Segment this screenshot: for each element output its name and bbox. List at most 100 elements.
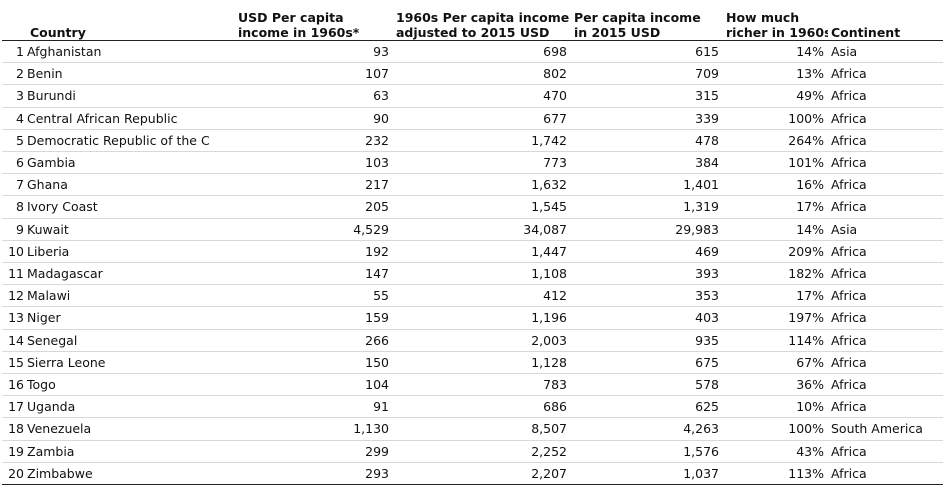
country-cell: 16 Togo [2, 374, 235, 396]
continent-cell: Africa [831, 354, 867, 370]
table-row: 16 Togo 104 783 578 36% Africa [2, 374, 943, 396]
usd-1960s-cell: 107 [365, 66, 389, 82]
country-cell: 15 Sierra Leone [2, 351, 235, 373]
how-much-richer-cell: 14% [796, 221, 824, 237]
continent-cell: Africa [831, 66, 867, 82]
country-name: Malawi [27, 288, 71, 304]
how-much-richer-cell: 100% [788, 421, 824, 437]
header-line: in 2015 USD [574, 25, 661, 40]
header-adjusted-2015: 1960s Per capita income adjusted to 2015 … [393, 2, 571, 41]
table-row: 11 Madagascar 147 1,108 393 182% Africa [2, 263, 943, 285]
usd-1960s-cell: 1,130 [353, 421, 389, 437]
income-2015-cell: 675 [695, 354, 719, 370]
income-2015-cell: 625 [695, 399, 719, 415]
how-much-richer-cell: 197% [788, 310, 824, 326]
country-cell: 9 Kuwait [2, 218, 235, 240]
country-cell: 4 Central African Republic [2, 107, 235, 129]
header-continent: Continent [828, 2, 943, 41]
row-number: 19 [8, 443, 24, 459]
row-number: 17 [8, 399, 24, 415]
country-name: Togo [27, 377, 56, 393]
header-country: Country [2, 2, 235, 41]
row-number: 13 [8, 310, 24, 326]
continent-cell: Africa [831, 288, 867, 304]
table-row: 3 Burundi 63 470 315 49% Africa [2, 85, 943, 108]
country-name: Sierra Leone [27, 354, 106, 370]
country-cell: 14 Senegal [2, 329, 235, 351]
income-2015-cell: 339 [695, 110, 719, 126]
usd-1960s-cell: 205 [365, 199, 389, 215]
usd-1960s-cell: 93 [373, 44, 389, 59]
table-row: 14 Senegal 266 2,003 935 114% Africa [2, 329, 943, 352]
usd-1960s-cell: 232 [365, 132, 389, 148]
country-name: Afghanistan [27, 44, 102, 59]
usd-1960s-cell: 266 [365, 332, 389, 348]
table-row: 1 Afghanistan 93 698 615 14% Asia [2, 41, 943, 63]
header-how-much-richer: How much richer in 1960s [723, 2, 828, 41]
how-much-richer-cell: 264% [788, 132, 824, 148]
adjusted-2015-cell: 677 [543, 110, 567, 126]
row-number: 5 [16, 132, 24, 148]
row-number: 9 [16, 221, 24, 237]
table-row: 7 Ghana 217 1,632 1,401 16% Africa [2, 174, 943, 196]
country-name: Benin [27, 66, 63, 82]
table-row: 9 Kuwait 4,529 34,087 29,983 14% Asia [2, 218, 943, 241]
how-much-richer-cell: 49% [796, 88, 824, 104]
adjusted-2015-cell: 1,632 [531, 177, 567, 193]
income-2015-cell: 1,319 [683, 199, 719, 215]
header-line: Per capita income [574, 10, 701, 25]
how-much-richer-cell: 13% [796, 66, 824, 82]
usd-1960s-cell: 103 [365, 155, 389, 171]
how-much-richer-cell: 16% [796, 177, 824, 193]
usd-1960s-cell: 147 [365, 266, 389, 282]
table-row: 13 Niger 159 1,196 403 197% Africa [2, 307, 943, 330]
country-cell: 7 Ghana [2, 174, 235, 196]
table-header: Country USD Per capita income in 1960s* 196… [2, 2, 943, 41]
continent-cell: Africa [831, 310, 867, 326]
how-much-richer-cell: 113% [788, 465, 824, 481]
country-cell: 2 Benin [2, 63, 235, 85]
country-cell: 10 Liberia [2, 240, 235, 262]
adjusted-2015-cell: 1,742 [531, 132, 567, 148]
row-number: 14 [8, 332, 24, 348]
income-2015-cell: 315 [695, 88, 719, 104]
continent-cell: Africa [831, 332, 867, 348]
header-row: Country USD Per capita income in 1960s* 196… [2, 2, 943, 41]
row-number: 15 [8, 354, 24, 370]
continent-cell: Africa [831, 88, 867, 104]
adjusted-2015-cell: 686 [543, 399, 567, 415]
table-row: 4 Central African Republic 90 677 339 100% Afr… [2, 107, 943, 130]
continent-cell: Africa [831, 465, 867, 481]
adjusted-2015-cell: 2,207 [531, 465, 567, 481]
country-name: Madagascar [27, 266, 103, 282]
usd-1960s-cell: 159 [365, 310, 389, 326]
country-cell: 8 Ivory Coast [2, 196, 235, 218]
country-cell: 11 Madagascar [2, 263, 235, 285]
country-name: Ivory Coast [27, 199, 98, 215]
usd-1960s-cell: 90 [373, 110, 389, 126]
usd-1960s-cell: 293 [365, 465, 389, 481]
country-cell: 3 Burundi [2, 85, 235, 107]
country-name: Senegal [27, 332, 78, 348]
continent-cell: Africa [831, 199, 867, 215]
income-2015-cell: 403 [695, 310, 719, 326]
how-much-richer-cell: 36% [796, 377, 824, 393]
how-much-richer-cell: 114% [788, 332, 824, 348]
country-cell: 1 Afghanistan [2, 41, 235, 63]
country-name: Zimbabwe [27, 465, 93, 481]
adjusted-2015-cell: 773 [543, 155, 567, 171]
row-number: 2 [16, 66, 24, 82]
table-body: 1 Afghanistan 93 698 615 14% Asia 2 Benin 107 802 7… [2, 41, 943, 485]
row-number: 7 [16, 177, 24, 193]
country-cell: 20 Zimbabwe [2, 462, 235, 484]
usd-1960s-cell: 63 [373, 88, 389, 104]
income-2015-cell: 615 [695, 44, 719, 59]
adjusted-2015-cell: 1,545 [531, 199, 567, 215]
income-2015-cell: 1,576 [683, 443, 719, 459]
usd-1960s-cell: 150 [365, 354, 389, 370]
country-cell: 12 Malawi [2, 285, 235, 307]
row-number: 18 [8, 421, 24, 437]
continent-cell: Africa [831, 443, 867, 459]
how-much-richer-cell: 209% [788, 243, 824, 259]
